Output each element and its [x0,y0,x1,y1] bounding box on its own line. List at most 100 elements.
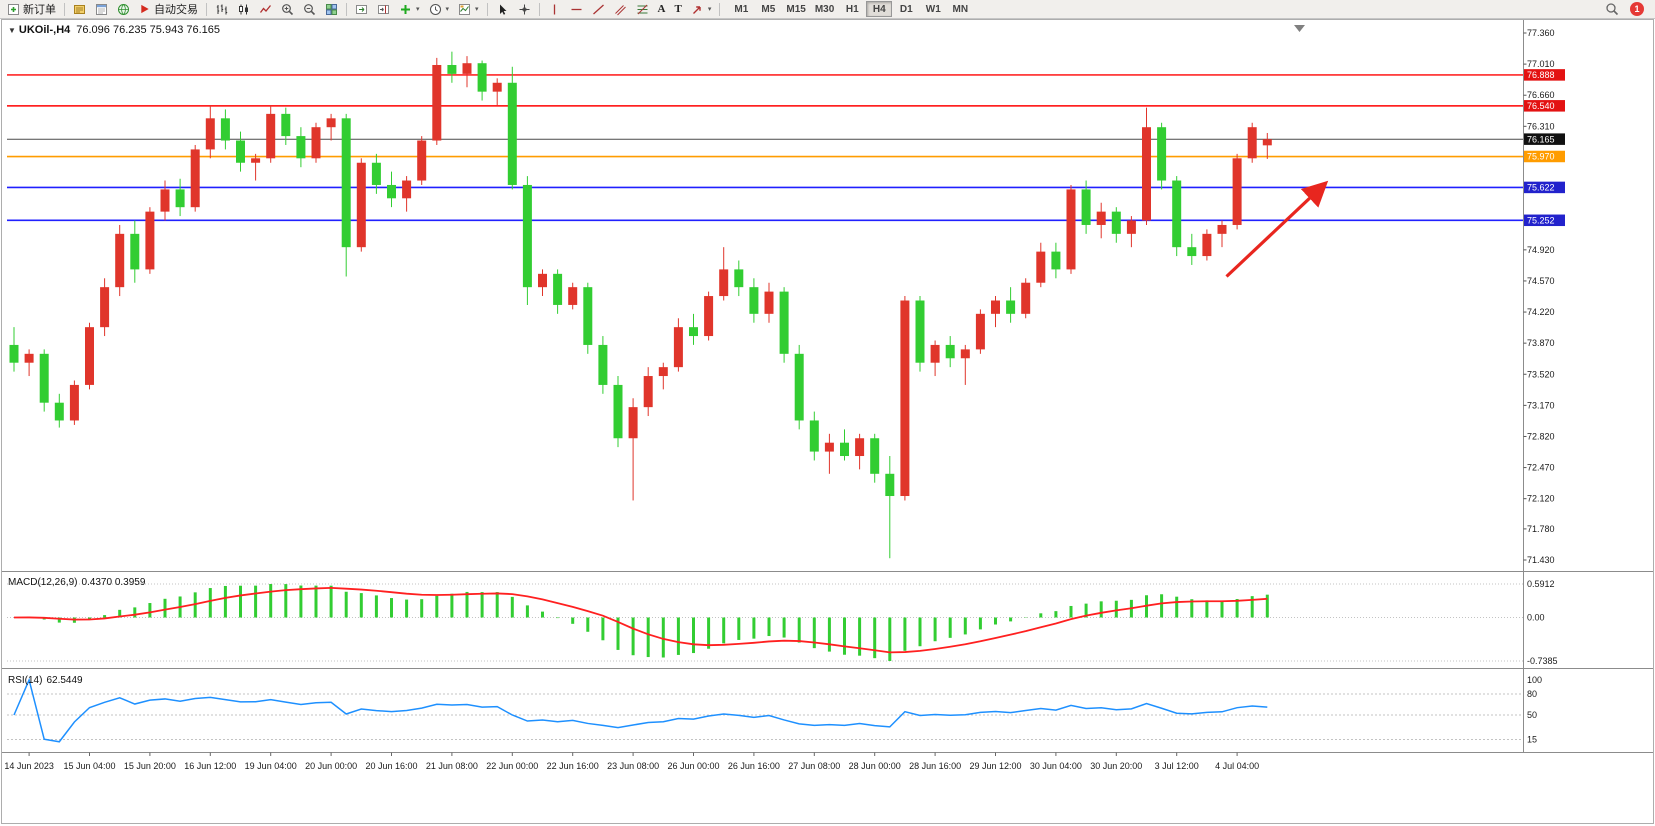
macd-panel[interactable]: 0.5912 0.00 -0.7385 [7,579,1558,666]
bar-chart-icon [216,4,228,14]
svg-text:73.520: 73.520 [1527,369,1555,379]
candles-layer[interactable] [9,51,1272,559]
svg-text:0.5912: 0.5912 [1527,579,1555,589]
templates-icon [459,3,471,15]
vertical-line-button[interactable] [544,1,565,18]
svg-text:3 Jul 12:00: 3 Jul 12:00 [1155,761,1199,771]
tile-windows-button[interactable] [321,1,342,18]
toolbar-separator [206,2,207,16]
price-axis[interactable]: 77.360 77.010 76.660 76.310 74.920 74.570 74.2… [1523,28,1566,565]
arrows-tool-icon [692,5,701,14]
svg-text:27 Jun 08:00: 27 Jun 08:00 [788,761,840,771]
hline-objects[interactable] [7,74,1523,222]
timeframe-button-h1[interactable]: H1 [839,1,865,17]
svg-text:4 Jul 04:00: 4 Jul 04:00 [1215,761,1259,771]
timeframe-button-h4[interactable]: H4 [866,1,893,17]
periods-button[interactable]: ▾ [425,1,454,18]
svg-text:76.165: 76.165 [1527,134,1555,144]
price-badge [1524,214,1565,227]
svg-text:73.170: 73.170 [1527,400,1555,410]
channel-icon [614,4,626,15]
svg-text:72.820: 72.820 [1527,431,1555,441]
market-watch-icon [74,4,85,14]
timeframe-button-m5[interactable]: M5 [755,1,781,17]
trendline-icon [592,4,604,14]
svg-text:75.252: 75.252 [1527,216,1555,226]
auto-trading-button[interactable]: 自动交易 [135,1,202,18]
timeframe-button-m30[interactable]: M30 [811,1,838,17]
bar-chart-button[interactable] [211,1,232,18]
chart-shift-icon [378,4,389,14]
trend-arrow-object[interactable] [1225,180,1329,278]
svg-text:28 Jun 00:00: 28 Jun 00:00 [849,761,901,771]
horizontal-line-icon [571,8,582,10]
chart-shift-marker[interactable] [1294,25,1305,32]
svg-text:22 Jun 00:00: 22 Jun 00:00 [486,761,538,771]
svg-text:76.540: 76.540 [1527,101,1555,111]
svg-text:77.360: 77.360 [1527,28,1555,38]
toolbar-separator [719,2,721,16]
svg-text:22 Jun 16:00: 22 Jun 16:00 [547,761,599,771]
svg-text:21 Jun 08:00: 21 Jun 08:00 [426,761,478,771]
fibonacci-button[interactable] [632,1,653,18]
svg-text:77.010: 77.010 [1527,59,1555,69]
svg-text:26 Jun 16:00: 26 Jun 16:00 [728,761,780,771]
toolbar-right-group: 1 [1601,1,1652,18]
notification-badge[interactable]: 1 [1630,2,1644,16]
text-label-tool-button[interactable]: T [671,1,686,18]
timeframe-button-d1[interactable]: D1 [893,1,919,17]
search-button[interactable] [1601,1,1623,18]
new-order-icon [8,3,19,15]
rsi-panel[interactable]: 100 80 50 15 [7,675,1542,745]
line-chart-icon [259,4,272,13]
horizontal-line-button[interactable] [566,1,587,18]
new-order-button[interactable]: 新订单 [3,1,60,18]
svg-text:75.622: 75.622 [1527,183,1555,193]
text-tool-button[interactable]: A [654,1,670,18]
toolbar-separator [64,2,65,16]
auto-scroll-button[interactable] [351,1,372,18]
toolbar-separator [346,2,347,16]
svg-text:19 Jun 04:00: 19 Jun 04:00 [245,761,297,771]
templates-button[interactable]: ▾ [454,1,483,18]
candlestick-chart-button[interactable] [233,1,254,18]
auto-scroll-icon [356,4,367,14]
channel-button[interactable] [610,1,631,18]
price-badge [1524,100,1565,112]
cursor-button[interactable] [492,1,513,18]
svg-text:72.470: 72.470 [1527,463,1555,473]
indicators-icon [401,4,410,14]
svg-text:74.570: 74.570 [1527,276,1555,286]
text-label-tool-icon: T [674,3,682,15]
svg-text:14 Jun 2023: 14 Jun 2023 [4,761,54,771]
text-tool-icon: A [657,3,666,15]
timeframe-button-m15[interactable]: M15 [782,1,809,17]
line-chart-button[interactable] [255,1,276,18]
dropdown-caret-icon: ▾ [707,6,712,13]
toolbar-separator [486,2,488,16]
toolbar-separator [538,2,540,16]
arrows-tool-button[interactable]: ▾ [687,1,716,18]
time-axis[interactable]: 14 Jun 2023 15 Jun 04:00 15 Jun 20:00 16 Ju… [4,752,1259,772]
svg-text:20 Jun 00:00: 20 Jun 00:00 [305,761,357,771]
market-watch-button[interactable] [69,1,90,18]
data-window-button[interactable] [91,1,112,18]
zoom-in-icon [282,3,294,15]
navigator-button[interactable] [113,1,134,18]
svg-text:15 Jun 20:00: 15 Jun 20:00 [124,761,176,771]
svg-text:71.430: 71.430 [1527,555,1555,565]
timeframe-button-m1[interactable]: M1 [728,1,754,17]
timeframe-button-mn[interactable]: MN [947,1,973,17]
svg-text:0.00: 0.00 [1527,613,1545,623]
trendline-button[interactable] [588,1,609,18]
svg-text:74.220: 74.220 [1527,307,1555,317]
zoom-in-button[interactable] [277,1,298,18]
zoom-out-button[interactable] [299,1,320,18]
timeframe-button-w1[interactable]: W1 [920,1,946,17]
timeframe-toolbar: M1 M5 M15 M30 H1 H4 D1 W1 MN [728,1,973,17]
indicators-button[interactable]: ▾ [395,1,424,18]
cursor-icon [499,4,507,15]
crosshair-button[interactable] [514,1,535,18]
chart-shift-button[interactable] [373,1,394,18]
